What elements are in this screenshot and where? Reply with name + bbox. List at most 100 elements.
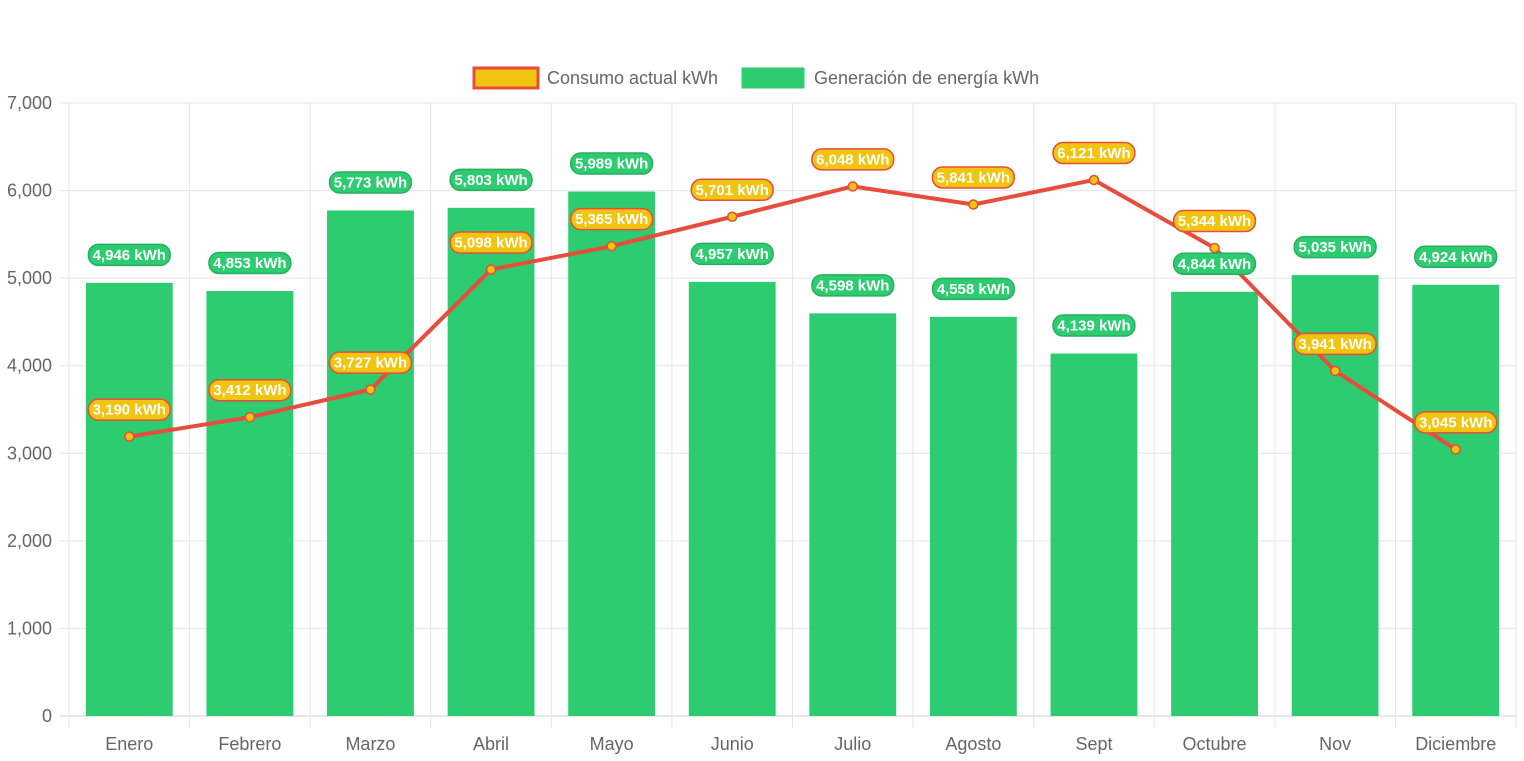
legend: Consumo actual kWh Generación de energía… bbox=[472, 66, 1039, 90]
bar bbox=[1050, 353, 1138, 716]
bar-data-label-text: 4,139 kWh bbox=[1057, 318, 1130, 335]
bar-data-label-text: 5,803 kWh bbox=[454, 172, 527, 189]
line-data-label: 3,190 kWh bbox=[87, 398, 171, 421]
x-tick-label: Abril bbox=[473, 734, 509, 754]
line-data-label: 3,045 kWh bbox=[1414, 411, 1498, 434]
line-data-label-text: 3,727 kWh bbox=[334, 355, 407, 372]
bar-data-label-text: 5,773 kWh bbox=[334, 174, 407, 191]
line-point bbox=[1209, 242, 1220, 254]
bar-data-label: 4,853 kWh bbox=[208, 251, 292, 275]
line-data-label: 5,098 kWh bbox=[449, 231, 533, 254]
line-data-label: 5,701 kWh bbox=[690, 178, 774, 202]
line-data-label-bg bbox=[569, 207, 654, 231]
y-tick-label: 3,000 bbox=[7, 443, 52, 463]
line-data-labels: 3,190 kWh 3,412 kWh 3,727 kWh 5,098 kWh 5,36… bbox=[87, 141, 1498, 434]
bar bbox=[568, 191, 656, 716]
bar-data-label-bg bbox=[1052, 314, 1136, 337]
bar-data-label-bg bbox=[449, 168, 533, 192]
bar-data-label-bg bbox=[1172, 252, 1257, 276]
bar-data-label: 5,035 kWh bbox=[1293, 235, 1377, 259]
legend-swatch-consumo bbox=[472, 66, 540, 90]
y-tick-label: 6,000 bbox=[7, 181, 52, 201]
bar-data-label-bg bbox=[87, 243, 171, 267]
y-tick-label: 4,000 bbox=[7, 356, 52, 376]
legend-label-generacion: Generación de energía kWh bbox=[814, 68, 1039, 88]
x-tick-label: Octubre bbox=[1183, 734, 1247, 754]
line-data-label-bg bbox=[328, 351, 413, 374]
legend-item-consumo[interactable]: Consumo actual kWh bbox=[472, 66, 718, 90]
y-axis: 0 1,000 2,000 3,000 4,000 5,000 6,000 7,000 bbox=[7, 93, 52, 726]
x-axis: Enero Febrero Marzo Abril Mayo Junio Julio Agos… bbox=[105, 734, 1496, 754]
x-tick-label: Diciembre bbox=[1415, 734, 1496, 754]
x-tick-label: Julio bbox=[834, 734, 871, 754]
bar bbox=[688, 281, 776, 716]
line-point bbox=[1329, 365, 1341, 377]
line-data-label-text: 5,365 kWh bbox=[575, 211, 648, 228]
bar-data-label-bg bbox=[1414, 245, 1498, 269]
legend-label-consumo: Consumo actual kWh bbox=[547, 68, 718, 88]
x-tick-label: Mayo bbox=[590, 734, 634, 754]
bar bbox=[327, 210, 414, 717]
line-data-label: 3,412 kWh bbox=[208, 378, 292, 402]
bar-data-label-bg bbox=[208, 251, 292, 275]
bar-data-label-bg bbox=[690, 242, 774, 266]
line-data-label-text: 5,841 kWh bbox=[937, 169, 1010, 186]
line-point bbox=[847, 181, 859, 192]
line-point bbox=[968, 199, 979, 210]
line-data-label: 5,344 kWh bbox=[1172, 209, 1257, 233]
x-tick-label: Agosto bbox=[945, 734, 1001, 754]
line-data-label-bg bbox=[208, 378, 292, 402]
line-data-label: 3,727 kWh bbox=[328, 351, 413, 374]
bar-data-label-bg bbox=[811, 274, 895, 297]
bar bbox=[1412, 284, 1500, 716]
bar-data-label-text: 4,853 kWh bbox=[213, 255, 286, 272]
x-tick-label: Enero bbox=[105, 734, 153, 754]
line-data-label-bg bbox=[1293, 332, 1377, 356]
bar-data-label-bg bbox=[931, 277, 1016, 301]
y-tick-label: 5,000 bbox=[7, 268, 52, 288]
bar-data-label: 5,773 kWh bbox=[328, 171, 413, 194]
line-data-label-bg bbox=[1414, 411, 1498, 434]
line-point bbox=[1450, 444, 1461, 455]
bar-data-label: 4,844 kWh bbox=[1172, 252, 1257, 276]
y-tick-label: 1,000 bbox=[7, 618, 52, 638]
line-data-label-bg bbox=[690, 178, 774, 202]
bar-series-generacion bbox=[85, 191, 1500, 717]
x-tick-label: Nov bbox=[1319, 734, 1351, 754]
grid bbox=[60, 102, 1517, 728]
line-data-label-text: 3,045 kWh bbox=[1419, 414, 1492, 431]
bar bbox=[447, 207, 535, 716]
line-point bbox=[485, 264, 497, 275]
line-data-label-text: 5,098 kWh bbox=[454, 235, 527, 252]
bar-data-label-text: 4,946 kWh bbox=[93, 247, 166, 264]
bar-data-label: 4,957 kWh bbox=[690, 242, 774, 266]
line-data-label: 3,941 kWh bbox=[1293, 332, 1377, 356]
line-data-label-text: 5,344 kWh bbox=[1178, 213, 1251, 230]
line-data-label: 5,841 kWh bbox=[931, 166, 1016, 189]
line-point bbox=[1088, 174, 1100, 186]
y-tick-label: 0 bbox=[42, 706, 52, 726]
line-data-label-text: 3,190 kWh bbox=[93, 402, 166, 419]
line-data-label-text: 6,121 kWh bbox=[1057, 145, 1130, 162]
legend-swatch-generacion bbox=[741, 67, 805, 89]
line-data-label: 5,365 kWh bbox=[569, 207, 654, 231]
legend-item-generacion[interactable]: Generación de energía kWh bbox=[741, 67, 1039, 89]
bar bbox=[206, 291, 294, 716]
bar-data-label-bg bbox=[569, 152, 654, 175]
bar-data-label-text: 4,957 kWh bbox=[696, 246, 769, 263]
bar-data-label-text: 4,598 kWh bbox=[816, 277, 889, 294]
line-data-label-bg bbox=[931, 166, 1016, 189]
bar-data-label: 5,989 kWh bbox=[569, 152, 654, 175]
bar-data-label-text: 4,844 kWh bbox=[1178, 256, 1251, 273]
bar-data-label: 4,558 kWh bbox=[931, 277, 1016, 301]
bar-data-label: 5,803 kWh bbox=[449, 168, 533, 192]
y-tick-label: 2,000 bbox=[7, 531, 52, 551]
line-data-label-text: 5,701 kWh bbox=[696, 182, 769, 199]
line-data-label-bg bbox=[87, 398, 171, 421]
bar-data-label: 4,139 kWh bbox=[1052, 314, 1136, 337]
line-point bbox=[726, 211, 738, 223]
x-tick-label: Marzo bbox=[345, 734, 395, 754]
line-data-label: 6,121 kWh bbox=[1052, 141, 1136, 165]
line-data-label-text: 6,048 kWh bbox=[816, 151, 889, 168]
